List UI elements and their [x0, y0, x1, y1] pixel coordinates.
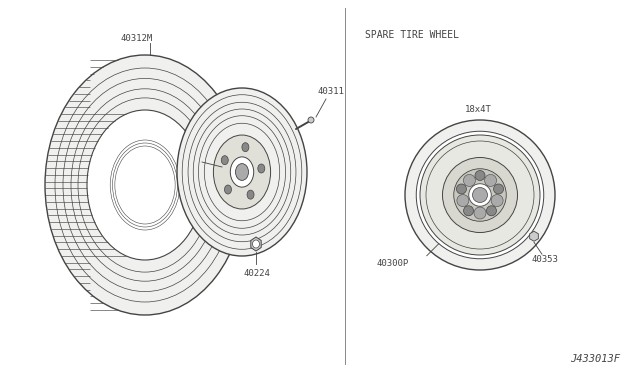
Text: SPARE TIRE WHEEL: SPARE TIRE WHEEL — [365, 30, 459, 40]
Text: 40312M: 40312M — [120, 34, 152, 43]
Text: 40311: 40311 — [318, 87, 345, 96]
Ellipse shape — [484, 174, 497, 186]
Ellipse shape — [420, 135, 540, 255]
Ellipse shape — [491, 195, 503, 206]
Ellipse shape — [486, 206, 497, 216]
Ellipse shape — [416, 131, 544, 259]
Ellipse shape — [475, 170, 485, 180]
Ellipse shape — [472, 187, 488, 202]
Ellipse shape — [405, 120, 555, 270]
Text: 40300P: 40300P — [162, 150, 195, 159]
Ellipse shape — [177, 88, 307, 256]
Ellipse shape — [258, 164, 265, 173]
Text: 40353: 40353 — [532, 255, 559, 264]
Polygon shape — [530, 231, 538, 241]
Ellipse shape — [221, 155, 228, 165]
Ellipse shape — [225, 185, 232, 194]
Ellipse shape — [242, 143, 249, 152]
Text: J433013F: J433013F — [570, 354, 620, 364]
Ellipse shape — [247, 190, 254, 199]
Ellipse shape — [468, 184, 492, 206]
Ellipse shape — [456, 184, 467, 194]
Ellipse shape — [308, 117, 314, 123]
Ellipse shape — [463, 174, 476, 186]
Ellipse shape — [457, 195, 469, 206]
Text: 40300P: 40300P — [377, 259, 409, 267]
Ellipse shape — [454, 169, 506, 221]
Ellipse shape — [230, 157, 253, 187]
Ellipse shape — [213, 135, 271, 209]
Polygon shape — [251, 237, 261, 251]
Text: 18x4T: 18x4T — [465, 105, 492, 114]
Ellipse shape — [474, 207, 486, 219]
Ellipse shape — [253, 240, 259, 248]
Text: 40224: 40224 — [244, 269, 271, 278]
Ellipse shape — [463, 206, 474, 216]
Ellipse shape — [87, 110, 203, 260]
Ellipse shape — [45, 55, 245, 315]
Ellipse shape — [236, 164, 248, 180]
Ellipse shape — [493, 184, 504, 194]
Ellipse shape — [442, 157, 518, 232]
